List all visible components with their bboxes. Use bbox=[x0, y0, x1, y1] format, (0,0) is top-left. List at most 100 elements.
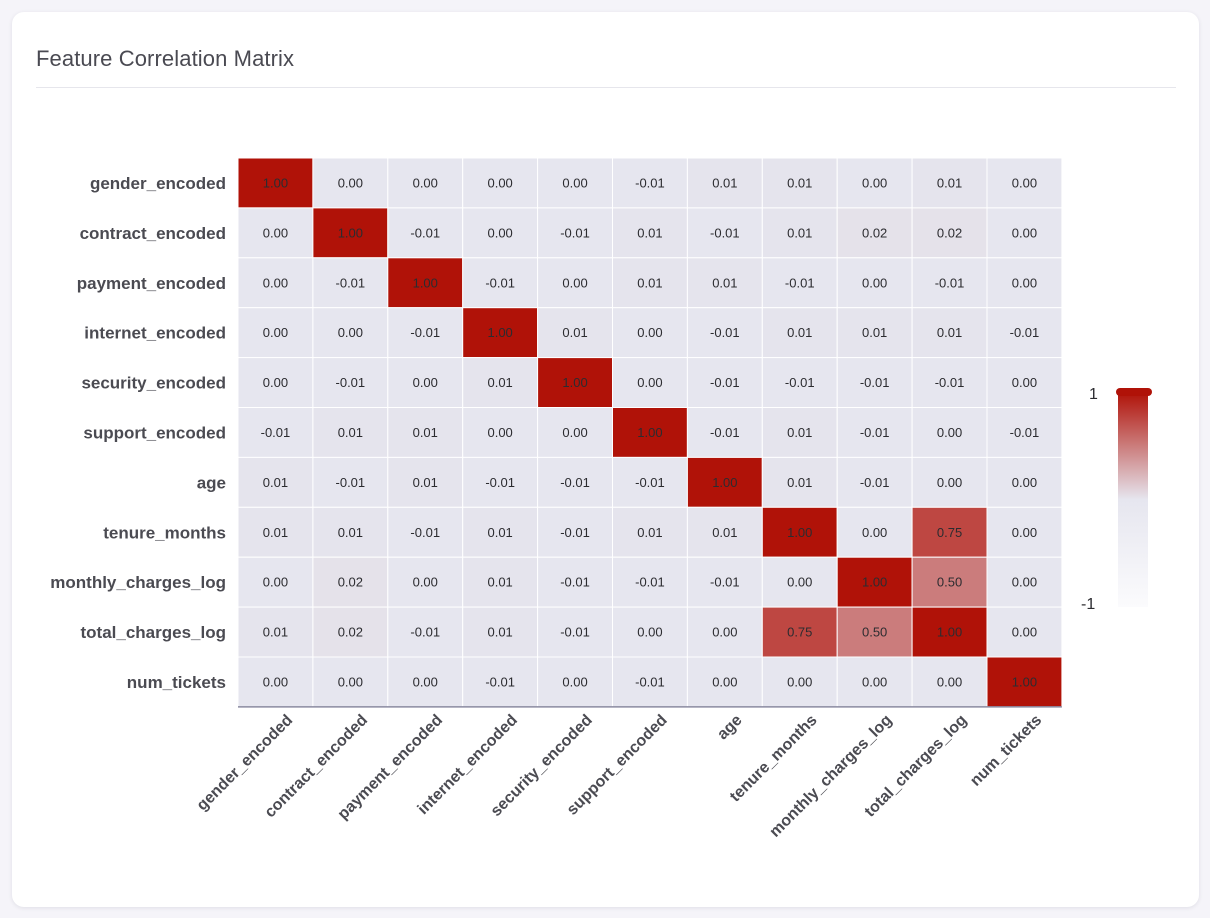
heatmap-cell-value: 0.00 bbox=[1012, 225, 1037, 240]
heatmap-cell-value: 1.00 bbox=[413, 275, 438, 290]
heatmap-cell bbox=[686, 556, 763, 608]
heatmap-cell bbox=[761, 556, 838, 608]
heatmap-cell-value: -0.01 bbox=[710, 225, 740, 240]
x-tick-label: num_tickets bbox=[967, 712, 1045, 790]
heatmap-cell-value: -0.01 bbox=[336, 475, 366, 490]
heatmap-cell bbox=[761, 606, 838, 658]
heatmap-cell-value: -0.01 bbox=[560, 575, 590, 590]
y-tick-label: num_tickets bbox=[127, 673, 226, 692]
heatmap-cell-value: 0.00 bbox=[937, 425, 962, 440]
heatmap-cell-value: 0.01 bbox=[787, 475, 812, 490]
heatmap-cell-value: 0.01 bbox=[263, 625, 288, 640]
heatmap-cell bbox=[537, 506, 613, 558]
heatmap-cell-value: 0.01 bbox=[263, 475, 288, 490]
heatmap-cell-value: 0.00 bbox=[787, 674, 812, 689]
heatmap-cell-value: 0.00 bbox=[862, 275, 887, 290]
heatmap-cell-labels: 1.00 0.00 0.00 0.00 0.00 -0.01 0.01 0.01 0.00 0.0… bbox=[261, 175, 1040, 689]
title-divider bbox=[36, 87, 1176, 88]
heatmap-cell-value: 0.00 bbox=[637, 325, 662, 340]
heatmap-cell-value: 0.00 bbox=[712, 674, 737, 689]
heatmap-cell-value: -0.01 bbox=[635, 575, 665, 590]
heatmap-cell-value: -0.01 bbox=[1010, 325, 1040, 340]
heatmap-cell-value: 0.00 bbox=[637, 375, 662, 390]
heatmap-cell bbox=[612, 307, 688, 359]
heatmap-cell bbox=[462, 407, 539, 458]
heatmap-cell bbox=[836, 357, 913, 409]
heatmap-cell-value: 0.01 bbox=[413, 425, 438, 440]
heatmap-cell bbox=[462, 456, 539, 508]
heatmap-cell-value: 0.00 bbox=[1012, 175, 1037, 190]
heatmap-cell-value: 0.00 bbox=[937, 674, 962, 689]
chart-title: Feature Correlation Matrix bbox=[36, 46, 295, 71]
heatmap-cell-value: 0.00 bbox=[712, 625, 737, 640]
heatmap-cell bbox=[387, 357, 464, 409]
heatmap-cell bbox=[312, 456, 389, 508]
heatmap-cell-value: -0.01 bbox=[560, 525, 590, 540]
heatmap-cell bbox=[387, 556, 464, 608]
heatmap-cell bbox=[761, 456, 838, 508]
heatmap-cell-value: 1.00 bbox=[263, 175, 288, 190]
heatmap-cell-value: 1.00 bbox=[1012, 674, 1037, 689]
heatmap-cell bbox=[686, 257, 763, 309]
heatmap-cell-value: 0.00 bbox=[338, 325, 363, 340]
heatmap-cell-value: -0.01 bbox=[410, 225, 440, 240]
heatmap-cell-value: 0.00 bbox=[413, 674, 438, 689]
y-tick-label: age bbox=[197, 473, 226, 492]
heatmap-cell-value: 0.01 bbox=[487, 575, 512, 590]
heatmap-cell-value: 0.00 bbox=[487, 425, 512, 440]
heatmap-cell bbox=[836, 556, 913, 608]
heatmap-cell-value: -0.01 bbox=[635, 475, 665, 490]
heatmap-cell bbox=[387, 656, 464, 708]
heatmap-cell bbox=[686, 656, 763, 708]
heatmap-cell-value: -0.01 bbox=[785, 375, 815, 390]
heatmap-cell-value: 0.01 bbox=[862, 325, 887, 340]
heatmap-cell-value: -0.01 bbox=[785, 275, 815, 290]
heatmap-cell-value: 0.00 bbox=[263, 225, 288, 240]
heatmap-cell-value: 0.00 bbox=[263, 674, 288, 689]
heatmap-cell-value: 0.01 bbox=[712, 275, 737, 290]
heatmap-cell bbox=[237, 656, 314, 708]
y-tick-label: total_charges_log bbox=[81, 623, 227, 642]
heatmap-cell-value: 0.01 bbox=[263, 525, 288, 540]
heatmap-cell bbox=[387, 207, 464, 259]
heatmap-cell-value: 1.00 bbox=[637, 425, 662, 440]
heatmap-cell-value: -0.01 bbox=[860, 475, 890, 490]
heatmap-cell bbox=[836, 207, 913, 259]
heatmap-cell-value: 0.50 bbox=[937, 575, 962, 590]
heatmap-cell bbox=[537, 407, 613, 458]
heatmap-cell-value: 0.01 bbox=[787, 325, 812, 340]
y-tick-label: payment_encoded bbox=[77, 274, 226, 293]
heatmap-cell-value: 0.00 bbox=[487, 225, 512, 240]
heatmap-cell-value: 0.00 bbox=[413, 375, 438, 390]
heatmap-cell-value: 1.00 bbox=[712, 475, 737, 490]
heatmap-cell bbox=[686, 506, 763, 558]
heatmap-cell-value: -0.01 bbox=[935, 275, 965, 290]
heatmap-cell-value: -0.01 bbox=[710, 575, 740, 590]
y-tick-label: tenure_months bbox=[103, 523, 226, 542]
heatmap-cell bbox=[237, 556, 314, 608]
heatmap-cell bbox=[761, 207, 838, 259]
heatmap-cell-value: -0.01 bbox=[560, 625, 590, 640]
heatmap-cell-value: 1.00 bbox=[787, 525, 812, 540]
heatmap-col-labels: gender_encodedcontract_encodedpayment_en… bbox=[194, 712, 1046, 841]
heatmap-cell bbox=[911, 307, 988, 359]
heatmap-cell-value: 0.01 bbox=[787, 225, 812, 240]
heatmap-cell-value: 0.00 bbox=[562, 275, 587, 290]
heatmap-cell bbox=[986, 456, 1063, 508]
heatmap-cell bbox=[462, 307, 539, 359]
heatmap-cell-value: 0.00 bbox=[263, 325, 288, 340]
heatmap-cell-value: 0.01 bbox=[937, 175, 962, 190]
heatmap-cell-value: -0.01 bbox=[560, 475, 590, 490]
heatmap-cell-value: 0.00 bbox=[1012, 625, 1037, 640]
heatmap-cell bbox=[761, 407, 838, 458]
heatmap-cell-value: 1.00 bbox=[562, 375, 587, 390]
heatmap-cell-value: 0.00 bbox=[1012, 525, 1037, 540]
heatmap-cell-value: 0.00 bbox=[1012, 475, 1037, 490]
heatmap-cell-value: 0.00 bbox=[487, 175, 512, 190]
heatmap-cell-value: 0.00 bbox=[562, 425, 587, 440]
heatmap-cell-value: 0.00 bbox=[413, 575, 438, 590]
heatmap-cell bbox=[312, 506, 389, 558]
heatmap-cell bbox=[911, 606, 988, 658]
heatmap-cell bbox=[537, 307, 613, 359]
y-tick-label: support_encoded bbox=[83, 423, 226, 442]
